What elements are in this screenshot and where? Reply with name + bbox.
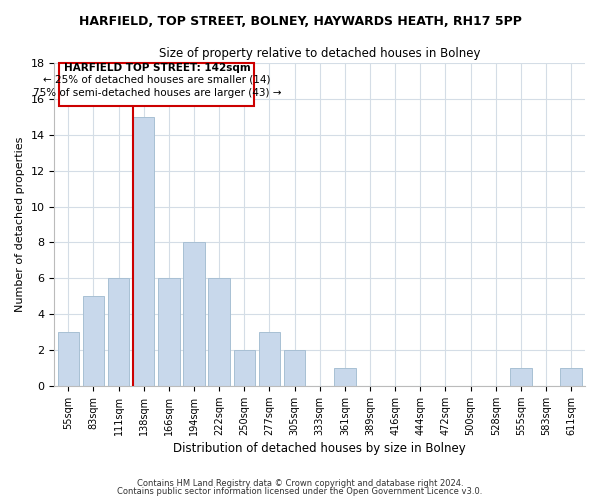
Title: Size of property relative to detached houses in Bolney: Size of property relative to detached ho… xyxy=(159,48,481,60)
Bar xyxy=(158,278,179,386)
Text: Contains HM Land Registry data © Crown copyright and database right 2024.: Contains HM Land Registry data © Crown c… xyxy=(137,478,463,488)
Text: ← 25% of detached houses are smaller (14): ← 25% of detached houses are smaller (14… xyxy=(43,74,271,84)
Bar xyxy=(108,278,129,386)
Text: Contains public sector information licensed under the Open Government Licence v3: Contains public sector information licen… xyxy=(118,487,482,496)
Bar xyxy=(59,63,254,106)
Bar xyxy=(83,296,104,386)
Bar xyxy=(259,332,280,386)
Bar xyxy=(334,368,356,386)
Bar xyxy=(510,368,532,386)
Text: 75% of semi-detached houses are larger (43) →: 75% of semi-detached houses are larger (… xyxy=(32,88,281,98)
X-axis label: Distribution of detached houses by size in Bolney: Distribution of detached houses by size … xyxy=(173,442,466,455)
Bar xyxy=(58,332,79,386)
Text: HARFIELD, TOP STREET, BOLNEY, HAYWARDS HEATH, RH17 5PP: HARFIELD, TOP STREET, BOLNEY, HAYWARDS H… xyxy=(79,15,521,28)
Bar xyxy=(208,278,230,386)
Bar xyxy=(133,117,154,386)
Bar xyxy=(183,242,205,386)
Text: HARFIELD TOP STREET: 142sqm: HARFIELD TOP STREET: 142sqm xyxy=(64,62,250,72)
Bar xyxy=(560,368,582,386)
Bar xyxy=(284,350,305,386)
Bar xyxy=(233,350,255,386)
Y-axis label: Number of detached properties: Number of detached properties xyxy=(15,137,25,312)
